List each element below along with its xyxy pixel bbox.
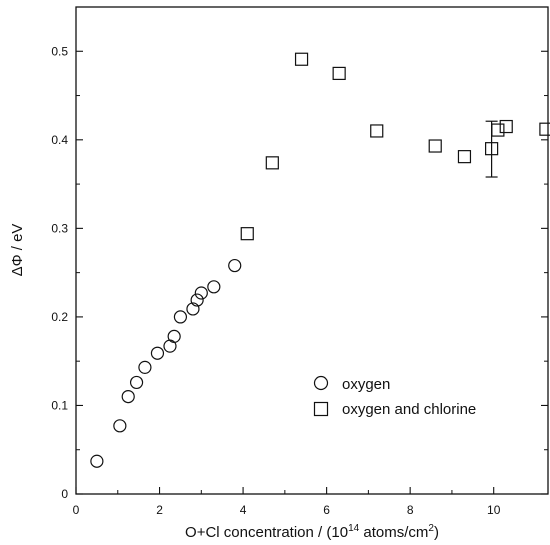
oxygen-chlorine-point — [499, 119, 513, 134]
oxygen-chlorine-point — [457, 150, 472, 164]
oxygen-point — [121, 390, 135, 404]
oxygen-point — [167, 329, 181, 343]
x-tick-label: 2 — [156, 503, 163, 517]
y-tick-label: 0.4 — [51, 133, 68, 147]
oxygen-point — [129, 375, 144, 390]
data-points — [90, 52, 550, 468]
oxygen-chlorine-point — [428, 139, 442, 153]
oxygen-chlorine-point — [491, 123, 505, 137]
y-tick-label: 0.1 — [51, 398, 68, 412]
oxygen-point — [228, 258, 242, 273]
legend-label-oxygen-and-chlorine: oxygen and chlorine — [342, 401, 476, 418]
oxygen-chlorine-point — [370, 124, 384, 138]
oxygen-point — [150, 346, 165, 360]
oxygen-chlorine-point — [294, 52, 309, 66]
plot-frame — [75, 6, 549, 495]
x-tick-label: 4 — [240, 503, 247, 517]
x-axis-label: O+Cl concentration / (1014 atoms/cm2) — [185, 523, 439, 541]
oxygen-point — [138, 360, 152, 374]
oxygen-point — [186, 302, 200, 316]
legend: oxygen oxygen and chlorine — [313, 375, 476, 418]
axis-ticks: 0 2 4 6 8 10 0 0.1 0.2 0.3 0.4 0.5 — [51, 44, 548, 517]
oxygen-chlorine-point — [332, 66, 346, 81]
oxygen-chlorine-point — [485, 142, 499, 156]
legend-square-marker — [313, 401, 329, 417]
legend-label-oxygen: oxygen — [342, 376, 390, 393]
oxygen-point — [113, 419, 127, 433]
x-tick-label: 0 — [73, 503, 80, 517]
oxygen-chlorine-point — [240, 227, 254, 241]
x-tick-label: 8 — [407, 503, 414, 517]
y-tick-label: 0.3 — [51, 221, 68, 235]
y-tick-label: 0 — [61, 487, 68, 501]
x-tick-label: 6 — [323, 503, 330, 517]
legend-circle-marker — [313, 375, 329, 391]
oxygen-point — [90, 454, 104, 468]
oxygen-point — [173, 310, 188, 324]
oxygen-chlorine-point — [539, 122, 550, 136]
oxygen-point — [194, 286, 208, 300]
oxygen-point — [207, 280, 221, 294]
y-tick-label: 0.2 — [51, 310, 68, 324]
x-tick-label: 10 — [487, 503, 501, 517]
oxygen-chlorine-point — [265, 156, 279, 170]
y-axis-label: ΔΦ / eV — [9, 224, 26, 277]
y-tick-label: 0.5 — [51, 44, 68, 58]
oxygen-point — [190, 293, 204, 307]
